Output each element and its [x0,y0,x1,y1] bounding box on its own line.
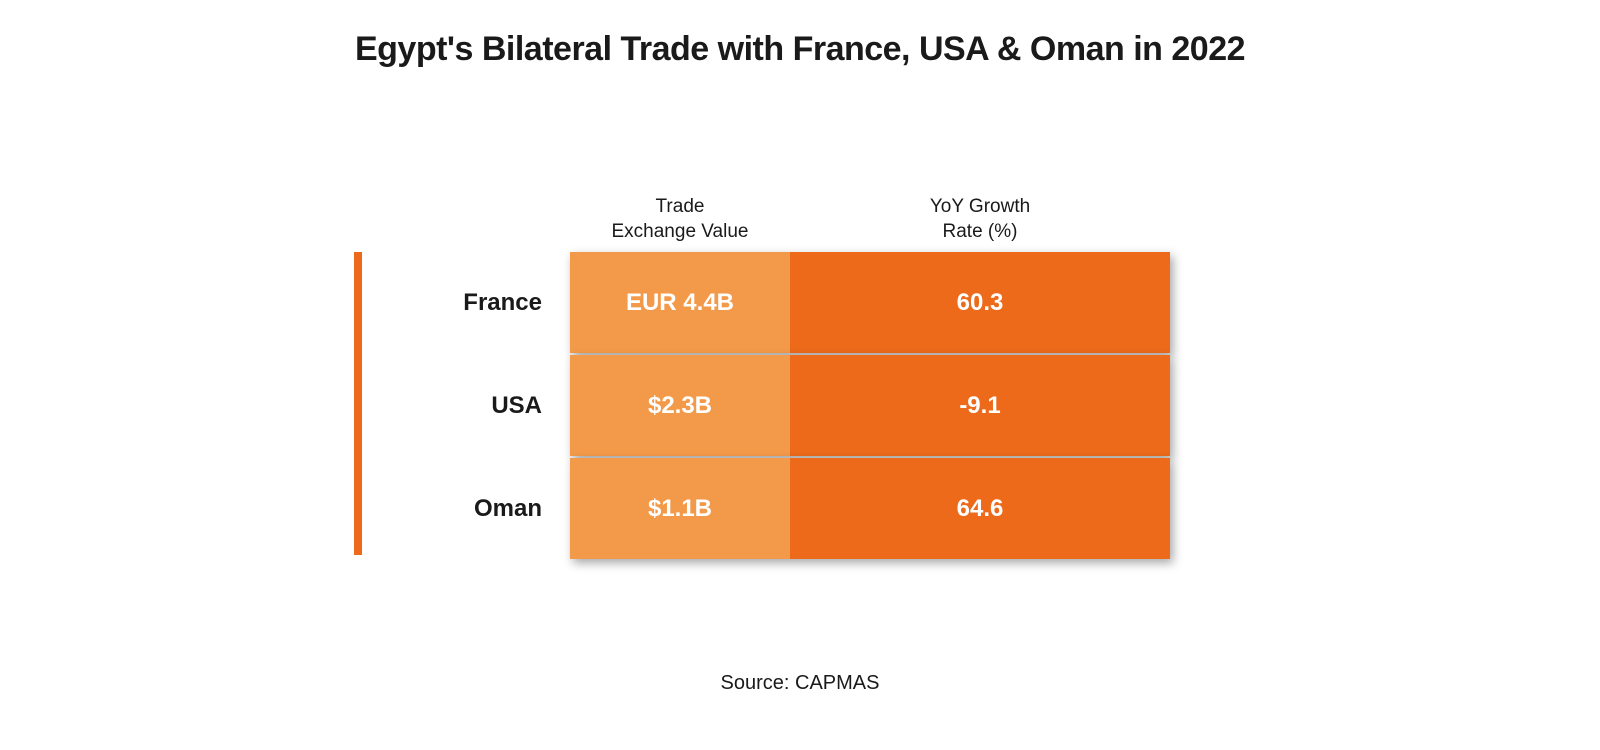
header-spacer [370,195,570,244]
table-headers: TradeExchange Value YoY GrowthRate (%) [370,195,1230,244]
row-label-france: France [370,289,570,317]
row-cells: $2.3B -9.1 [570,355,1170,456]
table-rows: France EUR 4.4B 60.3 USA $2.3B -9.1 Oman… [370,252,1230,559]
cell-growth: -9.1 [790,355,1170,456]
cell-growth: 60.3 [790,252,1170,353]
source-label: Source: CAPMAS [0,672,1600,695]
table-row: USA $2.3B -9.1 [370,355,1230,456]
table-row: Oman $1.1B 64.6 [370,458,1230,559]
cell-value: $2.3B [570,355,790,456]
accent-bar [354,252,362,555]
trade-table: TradeExchange Value YoY GrowthRate (%) F… [370,195,1230,559]
row-label-oman: Oman [370,495,570,523]
header-label: YoY GrowthRate (%) [930,196,1030,242]
page-title: Egypt's Bilateral Trade with France, USA… [0,30,1600,69]
cell-value: EUR 4.4B [570,252,790,353]
cell-value: $1.1B [570,458,790,559]
header-label: TradeExchange Value [612,196,749,242]
header-trade-value: TradeExchange Value [570,195,790,244]
table-row: France EUR 4.4B 60.3 [370,252,1230,353]
row-cells: EUR 4.4B 60.3 [570,252,1170,353]
row-cells: $1.1B 64.6 [570,458,1170,559]
header-growth: YoY GrowthRate (%) [790,195,1170,244]
cell-growth: 64.6 [790,458,1170,559]
row-label-usa: USA [370,392,570,420]
